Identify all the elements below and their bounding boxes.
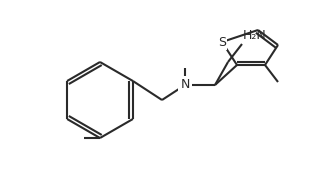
- Text: H₂N: H₂N: [243, 29, 267, 42]
- Text: S: S: [218, 35, 226, 48]
- Text: N: N: [180, 78, 190, 91]
